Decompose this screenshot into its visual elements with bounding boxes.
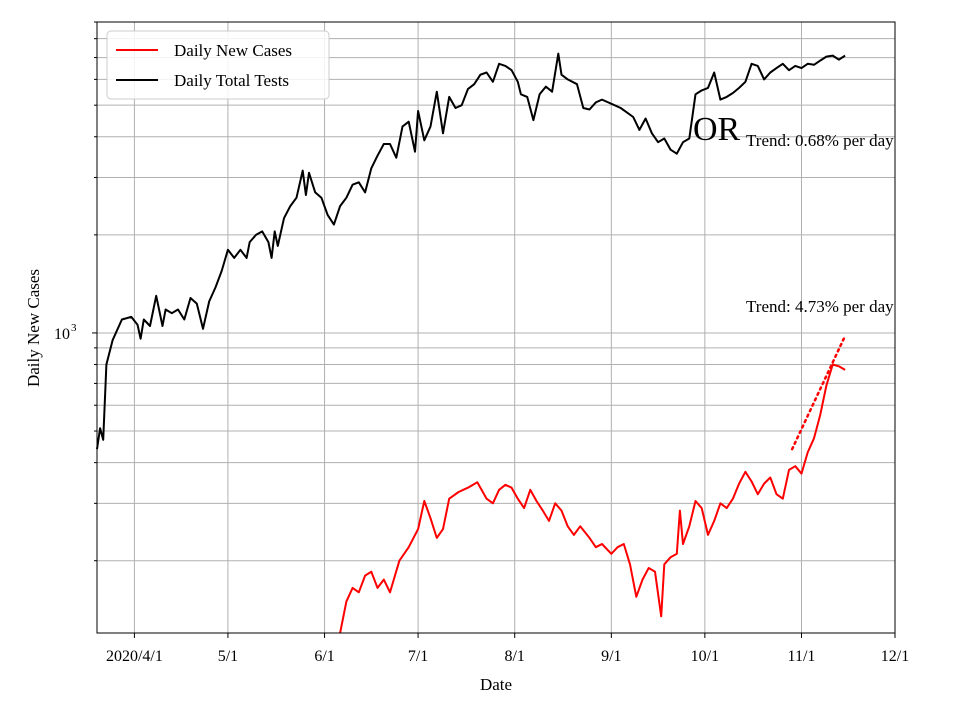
- x-axis-ticks: 2020/4/1 5/1 6/1 7/1 8/1 9/1 10/1 11/1 12/1: [106, 633, 909, 665]
- legend: Daily New Cases Daily Total Tests: [106, 30, 330, 100]
- x-tick-label: 9/1: [601, 648, 621, 665]
- x-tick-label: 2020/4/1: [106, 648, 163, 665]
- plot-frame: [96, 21, 896, 634]
- trend-label-tests: Trend: 0.68% per day: [746, 131, 894, 150]
- legend-label-tests: Daily Total Tests: [174, 71, 289, 90]
- y-tick-label: 10: [54, 326, 70, 343]
- y-axis-ticks: 10 3: [54, 21, 97, 562]
- y-tick-label-exponent: 3: [71, 322, 77, 334]
- series-line-daily-new-cases: [339, 363, 846, 634]
- x-tick-label: 5/1: [218, 648, 238, 665]
- series-layer: [96, 52, 847, 634]
- y-axis-title: Daily New Cases: [24, 269, 43, 387]
- x-axis-title: Date: [480, 675, 512, 694]
- state-label: OR: [693, 111, 741, 148]
- trend-line-cases: [790, 334, 847, 451]
- x-tick-label: 8/1: [504, 648, 524, 665]
- grid: [97, 21, 895, 633]
- x-tick-label: 11/1: [788, 648, 816, 665]
- x-tick-label: 10/1: [691, 648, 719, 665]
- x-tick-label: 12/1: [881, 648, 909, 665]
- x-tick-label: 6/1: [314, 648, 334, 665]
- legend-label-cases: Daily New Cases: [174, 41, 292, 60]
- series-line-daily-total-tests: [96, 52, 846, 450]
- trend-label-cases: Trend: 4.73% per day: [746, 297, 894, 316]
- x-tick-label: 7/1: [408, 648, 428, 665]
- legend-box: [106, 30, 330, 100]
